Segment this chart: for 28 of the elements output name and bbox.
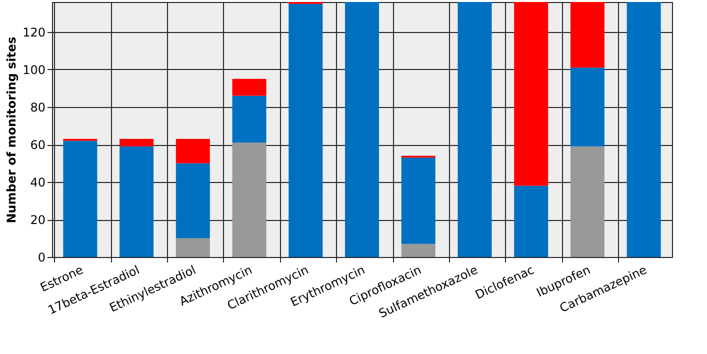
bar xyxy=(232,142,266,257)
bar xyxy=(120,138,154,146)
bar xyxy=(176,163,210,238)
y-tick-label: 100 xyxy=(22,63,46,77)
y-tick-label: 20 xyxy=(30,213,46,227)
bar xyxy=(626,2,661,257)
bar xyxy=(458,2,492,257)
y-tick-label: 60 xyxy=(30,138,46,152)
bar xyxy=(514,2,548,186)
bar xyxy=(401,158,436,244)
y-axis-title: Number of monitoring sites xyxy=(4,36,19,224)
bar xyxy=(570,68,604,146)
bar xyxy=(570,2,604,68)
bar xyxy=(232,78,266,96)
bar xyxy=(570,146,604,257)
bar xyxy=(63,140,98,257)
bar xyxy=(232,96,266,143)
y-tick-label: 80 xyxy=(30,100,46,114)
bar xyxy=(176,138,210,164)
y-tick-label: 120 xyxy=(22,26,46,40)
bar xyxy=(401,244,436,257)
bar xyxy=(345,2,379,257)
bar xyxy=(120,146,154,257)
bar xyxy=(288,4,323,257)
y-tick-label: 40 xyxy=(30,176,46,190)
bar xyxy=(176,238,210,257)
bar xyxy=(514,186,548,257)
y-tick-label: 0 xyxy=(38,250,46,264)
